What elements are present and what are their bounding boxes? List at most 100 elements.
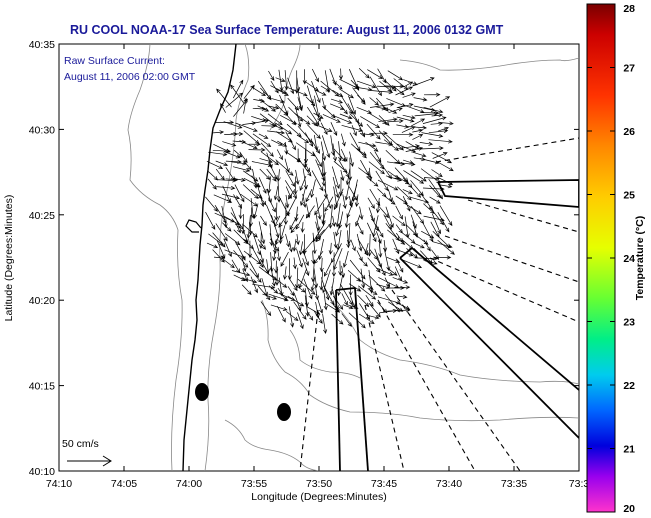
current-vector [248, 147, 266, 152]
current-vector [331, 166, 340, 190]
current-vector [267, 113, 283, 126]
current-vector [311, 141, 321, 154]
current-vector [395, 301, 411, 310]
current-vector [260, 142, 274, 157]
current-vector [258, 133, 269, 139]
current-vector [257, 285, 271, 301]
current-vector [250, 198, 256, 219]
current-vector [392, 132, 414, 137]
current-vector [305, 188, 313, 203]
current-vector [238, 204, 243, 220]
current-vector [220, 103, 226, 113]
current-vector [285, 131, 296, 151]
current-vector [212, 232, 226, 248]
current-vector [438, 184, 453, 189]
current-vector [208, 151, 228, 157]
current-vector [279, 94, 289, 116]
current-vector [386, 267, 398, 276]
current-vector [429, 196, 441, 204]
current-vector [320, 141, 327, 161]
current-vector [313, 268, 319, 289]
current-vector [295, 169, 300, 185]
current-vector [206, 160, 224, 170]
current-vector [287, 77, 295, 95]
current-vector [302, 193, 307, 208]
current-vector [290, 223, 298, 234]
current-vector [367, 233, 372, 257]
current-vector [375, 141, 394, 147]
current-vector [321, 135, 331, 159]
current-vector [340, 133, 346, 147]
current-vector [304, 288, 309, 308]
current-vector [304, 132, 314, 148]
current-vector [395, 224, 403, 234]
current-vector [358, 87, 373, 92]
current-vector [333, 148, 346, 162]
colorbar-label: Temperature (°C) [634, 216, 646, 301]
x-axis-label: Longitude (Degrees:Minutes) [251, 491, 386, 503]
current-vector [250, 118, 270, 125]
current-vector [295, 285, 306, 293]
colorbar-tick-label: 28 [623, 3, 635, 15]
current-vector [215, 120, 235, 125]
current-vector [253, 203, 259, 219]
current-vector [367, 197, 375, 209]
current-vector [366, 123, 381, 140]
current-vector [213, 194, 233, 203]
current-vector [431, 152, 453, 164]
current-vector [258, 194, 267, 206]
current-vector [243, 160, 252, 171]
current-vector [431, 169, 443, 177]
station-marker-2 [277, 403, 291, 421]
current-vector [225, 92, 244, 108]
current-vector [349, 151, 354, 167]
y-axis-ticks: 40:35 40:30 40:25 40:20 40:15 40:10 [29, 39, 579, 478]
current-vector [216, 88, 232, 108]
current-vector [250, 86, 266, 97]
current-vector [302, 250, 310, 267]
current-vector [351, 125, 357, 137]
current-vector [248, 223, 253, 236]
current-vector [294, 206, 299, 222]
current-vector [232, 79, 244, 99]
figure-title: RU COOL NOAA-17 Sea Surface Temperature:… [70, 23, 504, 37]
current-vector [349, 132, 361, 152]
contour-line [224, 419, 321, 471]
current-vector [307, 311, 314, 321]
current-vector [333, 232, 338, 249]
current-vector [305, 96, 316, 107]
current-vector [357, 94, 366, 103]
current-vector [401, 239, 414, 250]
current-vector [366, 176, 379, 187]
current-vector [322, 313, 328, 335]
current-vector [268, 293, 289, 302]
current-vector [402, 92, 416, 98]
current-vector [396, 102, 414, 108]
current-vector [397, 144, 420, 150]
current-vector [235, 122, 258, 132]
current-vector [284, 70, 289, 91]
current-vector [333, 188, 344, 211]
current-vector [392, 215, 406, 227]
current-vector [358, 68, 370, 79]
current-vector [375, 106, 387, 111]
radar-beam-line [467, 199, 579, 233]
current-vector [330, 122, 338, 137]
current-vector [348, 196, 354, 208]
current-vector [385, 134, 404, 151]
current-vector [249, 268, 262, 283]
current-vector [438, 126, 449, 132]
current-vector [378, 160, 392, 180]
current-vector [306, 204, 311, 218]
current-vector [437, 161, 454, 172]
current-vector [392, 277, 409, 284]
current-vector [378, 238, 383, 258]
current-vector [233, 194, 243, 209]
current-vector [333, 295, 344, 310]
current-vector [320, 85, 331, 92]
current-vector [251, 175, 260, 188]
current-vector [429, 185, 442, 199]
current-vector [420, 168, 441, 184]
current-vector [295, 234, 300, 246]
current-vector [293, 176, 298, 195]
